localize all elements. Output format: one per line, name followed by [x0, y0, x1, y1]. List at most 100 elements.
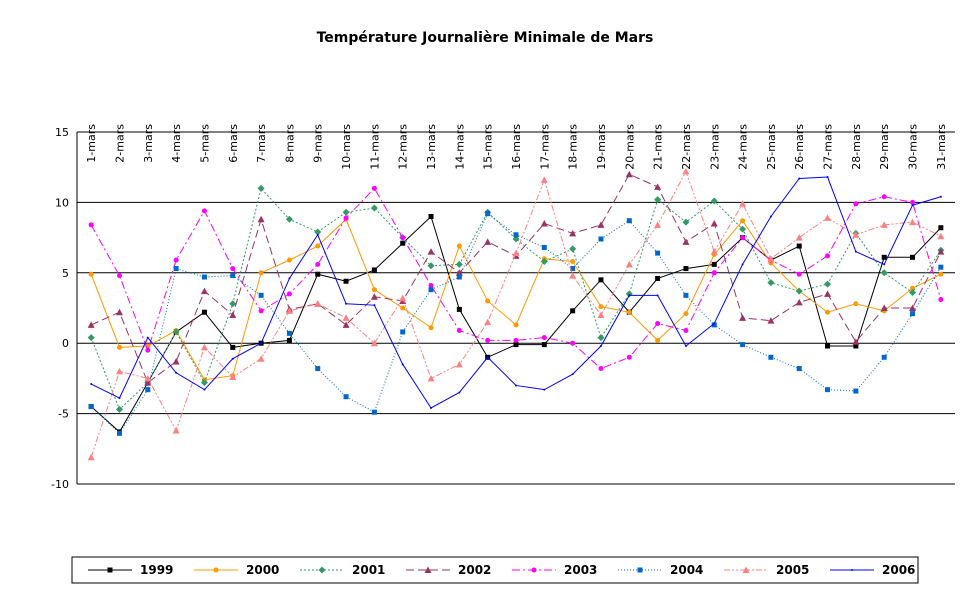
data-point	[683, 266, 689, 272]
series-line	[90, 176, 941, 409]
data-point	[203, 388, 206, 391]
x-tick-label: 12-mars	[397, 124, 410, 170]
data-point	[711, 322, 717, 328]
legend-marker	[637, 567, 643, 573]
data-point	[116, 273, 122, 279]
data-point	[315, 271, 321, 277]
x-tick-label: 25-mars	[765, 124, 778, 170]
legend-label: 2006	[882, 563, 915, 577]
data-point	[88, 222, 94, 228]
data-point	[598, 236, 604, 242]
x-tick-label: 20-mars	[623, 124, 636, 170]
data-point	[200, 343, 208, 351]
data-point	[144, 374, 152, 382]
data-point	[740, 235, 746, 241]
data-point	[795, 234, 803, 241]
data-point	[400, 305, 406, 311]
data-point	[655, 250, 661, 256]
data-point	[258, 308, 264, 314]
series-line	[90, 187, 942, 411]
legend-label: 2000	[246, 563, 279, 577]
data-point	[115, 308, 123, 316]
data-point	[598, 277, 604, 283]
x-tick-label: 22-mars	[680, 124, 693, 170]
data-point	[769, 215, 772, 218]
data-point	[597, 311, 605, 319]
data-point	[115, 405, 123, 413]
legend-label: 1999	[140, 563, 173, 577]
data-point	[625, 260, 633, 268]
x-tick-label: 16-mars	[510, 124, 523, 170]
data-point	[343, 215, 349, 221]
data-point	[200, 287, 208, 295]
data-point	[456, 243, 462, 249]
data-point	[683, 311, 689, 317]
data-point	[937, 248, 945, 255]
data-point	[825, 253, 831, 259]
x-tick-label: 8-mars	[283, 124, 296, 163]
data-point	[513, 337, 519, 343]
data-point	[655, 275, 661, 281]
data-point	[881, 354, 887, 360]
data-point	[598, 304, 604, 310]
data-point	[456, 328, 462, 334]
x-tick-label: 27-mars	[822, 124, 835, 170]
data-point	[853, 388, 859, 394]
data-point	[172, 328, 180, 336]
data-point	[400, 240, 406, 246]
data-point	[883, 263, 886, 266]
data-point	[257, 215, 265, 223]
data-point	[910, 311, 916, 317]
data-point	[285, 215, 293, 223]
data-point	[597, 221, 605, 228]
data-point	[90, 383, 93, 386]
series-line	[90, 170, 942, 458]
legend-marker	[531, 567, 537, 573]
legend-label: 2001	[352, 563, 385, 577]
data-point	[796, 243, 802, 249]
data-point	[455, 260, 463, 268]
data-point	[881, 194, 887, 200]
data-point	[910, 199, 916, 205]
x-tick-label: 17-mars	[538, 124, 551, 170]
data-point	[569, 245, 577, 253]
data-point	[231, 357, 234, 360]
data-point	[342, 321, 350, 328]
data-point	[486, 356, 489, 359]
data-point	[599, 345, 602, 348]
legend-marker	[213, 567, 219, 573]
data-point	[939, 195, 942, 198]
y-tick-label: 5	[62, 267, 69, 280]
x-tick-label: 29-mars	[878, 124, 891, 170]
data-point	[286, 257, 292, 263]
data-point	[540, 258, 548, 266]
data-point	[824, 214, 832, 221]
data-point	[938, 264, 944, 270]
data-point	[796, 366, 802, 372]
data-point	[825, 343, 831, 349]
data-point	[541, 335, 547, 341]
data-point	[571, 373, 574, 376]
data-point	[371, 287, 377, 293]
y-tick-label: 10	[55, 196, 69, 209]
data-point	[798, 177, 801, 180]
data-point	[512, 249, 520, 257]
data-point	[853, 201, 859, 207]
data-point	[229, 373, 237, 380]
x-tick-label: 30-mars	[907, 124, 920, 170]
data-point	[626, 309, 632, 315]
data-point	[541, 342, 547, 348]
data-point	[172, 426, 180, 434]
data-point	[655, 320, 661, 326]
data-point	[428, 287, 434, 293]
data-point	[257, 355, 265, 362]
data-point	[115, 367, 123, 375]
data-point	[427, 374, 435, 382]
data-point	[515, 384, 517, 387]
data-point	[400, 329, 406, 335]
x-tick-label: 26-mars	[793, 124, 806, 170]
data-point	[230, 344, 236, 350]
data-point	[710, 220, 718, 227]
data-point	[713, 322, 716, 325]
data-point	[824, 280, 832, 288]
